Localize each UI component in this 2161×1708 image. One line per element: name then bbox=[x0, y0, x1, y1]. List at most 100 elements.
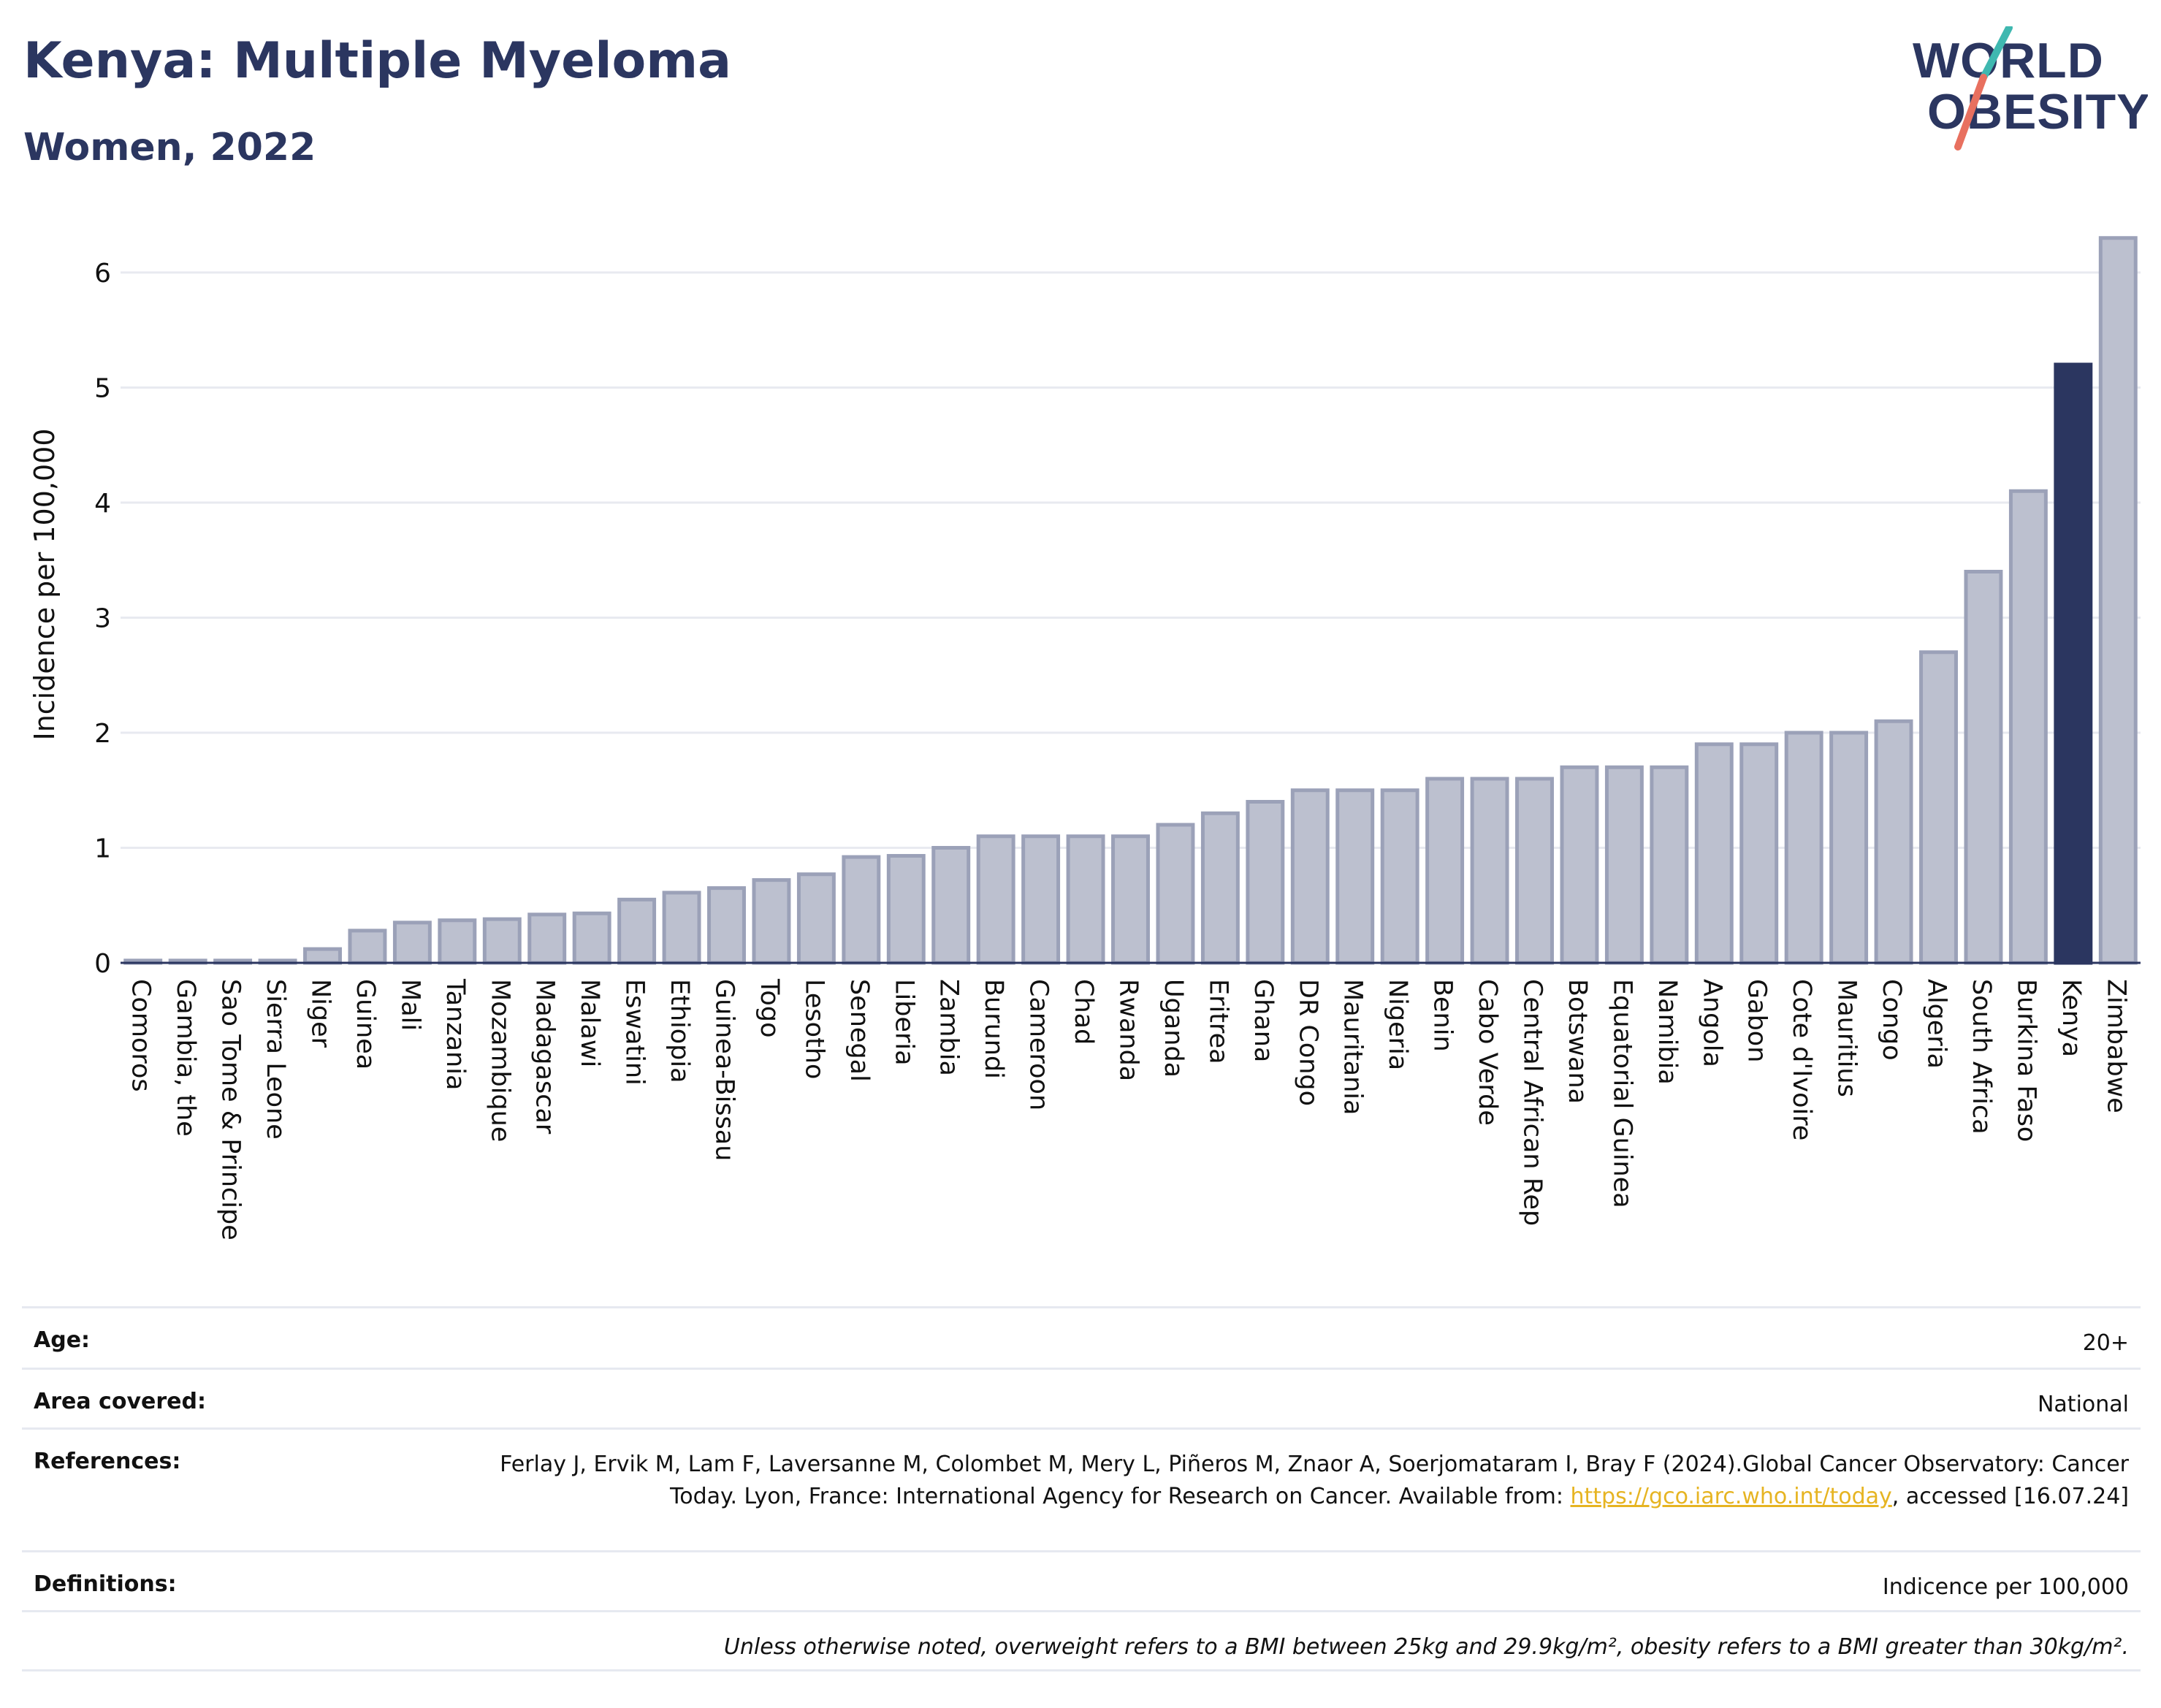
bar-burkina-faso bbox=[2008, 489, 2048, 965]
y-axis-label: Incidence per 100,000 bbox=[28, 428, 61, 740]
x-tick-label: Sao Tome & Principe bbox=[216, 979, 245, 1240]
bar-liberia bbox=[886, 854, 926, 965]
references-row: References: Ferlay J, Ervik M, Lam F, La… bbox=[22, 1427, 2141, 1550]
bar-mauritius bbox=[1829, 731, 1869, 965]
bar-burundi bbox=[976, 834, 1015, 965]
bar-madagascar bbox=[527, 912, 567, 965]
x-tick-label: Liberia bbox=[889, 979, 918, 1066]
bar-rwanda bbox=[1111, 834, 1150, 965]
x-tick-label: Benin bbox=[1428, 979, 1457, 1052]
x-tick-label: Madagascar bbox=[530, 979, 560, 1135]
x-tick-label: South Africa bbox=[1967, 979, 1996, 1135]
x-tick-label: Algeria bbox=[1922, 979, 1951, 1069]
x-tick-label: Sierra Leone bbox=[261, 979, 290, 1140]
references-accessed: , accessed [16.07.24] bbox=[1891, 1484, 2129, 1509]
bar-guinea bbox=[348, 929, 387, 965]
bar-namibia bbox=[1650, 765, 1689, 965]
x-tick-label: Burundi bbox=[979, 979, 1008, 1079]
y-tick-label: 6 bbox=[94, 259, 111, 289]
y-tick-labels: 0 1 2 3 4 5 6 bbox=[94, 259, 111, 979]
x-tick-label: Mauritius bbox=[1832, 979, 1861, 1097]
bar-algeria bbox=[1919, 650, 1958, 965]
bar-ghana bbox=[1246, 800, 1285, 965]
x-tick-label: Zambia bbox=[934, 979, 964, 1076]
info-table: Age: 20+ Area covered: National Referenc… bbox=[22, 1306, 2141, 1671]
x-tick-label: Togo bbox=[755, 978, 784, 1037]
y-tick-label: 0 bbox=[94, 949, 111, 979]
x-tick-label: Burkina Faso bbox=[2011, 979, 2040, 1142]
bar-cote-d-ivoire bbox=[1784, 731, 1823, 965]
y-tick-label: 2 bbox=[94, 719, 111, 749]
bar-malawi bbox=[572, 911, 611, 965]
bar-gabon bbox=[1739, 742, 1779, 965]
bar-ethiopia bbox=[662, 891, 701, 965]
x-tick-label: Senegal bbox=[845, 979, 874, 1082]
x-tick-label: Cameroon bbox=[1024, 979, 1053, 1110]
bar-angola bbox=[1694, 742, 1734, 965]
x-tick-label: Gabon bbox=[1742, 979, 1772, 1062]
world-obesity-logo: WORLD OBESITY bbox=[1913, 26, 2148, 150]
bar-chart: 0 1 2 3 4 5 6 Comoros Gambia, the Sao Tome & Pri… bbox=[28, 236, 2141, 1240]
y-tick-label: 3 bbox=[94, 604, 111, 634]
bar-tanzania bbox=[438, 918, 477, 965]
bmi-note: Unless otherwise noted, overweight refer… bbox=[723, 1634, 2129, 1660]
x-tick-label: Angola bbox=[1697, 979, 1726, 1067]
logo-line1: WORLD bbox=[1913, 33, 2104, 88]
x-tick-label: Mauritania bbox=[1338, 979, 1368, 1115]
bar-niger bbox=[303, 947, 342, 965]
x-tick-label: Comoros bbox=[126, 979, 156, 1092]
x-tick-label: Guinea-Bissau bbox=[710, 979, 739, 1161]
x-tick-label: Lesotho bbox=[799, 979, 828, 1079]
references-link[interactable]: https://gco.iarc.who.int/today bbox=[1570, 1484, 1892, 1509]
bar-nigeria bbox=[1380, 788, 1419, 965]
x-tick-label: Ethiopia bbox=[665, 979, 694, 1083]
x-tick-label: Botswana bbox=[1563, 979, 1592, 1104]
bar-equatorial-guinea bbox=[1604, 765, 1644, 965]
x-tick-label: Uganda bbox=[1159, 979, 1188, 1078]
x-tick-label: Equatorial Guinea bbox=[1607, 979, 1636, 1208]
bar-togo bbox=[752, 878, 791, 965]
bar-south-africa bbox=[1964, 570, 2003, 965]
x-tick-label: Mozambique bbox=[485, 979, 514, 1142]
x-tick-label: Mali bbox=[395, 979, 424, 1031]
references-label: References: bbox=[34, 1449, 181, 1474]
age-label: Age: bbox=[34, 1327, 91, 1353]
bar-central-african-rep bbox=[1515, 777, 1554, 965]
x-tick-label: Congo bbox=[1877, 979, 1906, 1061]
x-tick-label: Central African Rep bbox=[1518, 979, 1547, 1226]
x-tick-labels: Comoros Gambia, the Sao Tome & Principe Sie… bbox=[126, 978, 2131, 1240]
definitions-label: Definitions: bbox=[34, 1571, 177, 1597]
bar-eswatini bbox=[617, 897, 657, 965]
bar-guinea-bissau bbox=[707, 886, 746, 965]
area-value: National bbox=[2037, 1392, 2129, 1417]
x-tick-label: Eswatini bbox=[620, 979, 649, 1086]
bar-cabo-verde bbox=[1470, 777, 1509, 965]
x-tick-label: DR Congo bbox=[1293, 979, 1322, 1106]
page-title: Kenya: Multiple Myeloma bbox=[23, 32, 731, 90]
x-tick-label: Gambia, the bbox=[171, 979, 200, 1137]
y-tick-label: 4 bbox=[94, 489, 111, 519]
bar-chad bbox=[1066, 834, 1105, 965]
bar-uganda bbox=[1156, 823, 1195, 965]
definitions-row: Definitions: Indicence per 100,000 bbox=[22, 1550, 2141, 1610]
bar-benin bbox=[1425, 777, 1465, 965]
x-tick-label: Nigeria bbox=[1383, 979, 1412, 1070]
x-tick-label: Namibia bbox=[1653, 979, 1682, 1085]
bar-congo bbox=[1874, 719, 1913, 965]
x-tick-label: Chad bbox=[1069, 979, 1098, 1045]
bar-senegal bbox=[842, 855, 881, 965]
bars bbox=[123, 236, 2138, 965]
references-text: Ferlay J, Ervik M, Lam F, Laversanne M, … bbox=[500, 1452, 2129, 1509]
x-tick-label: Niger bbox=[306, 979, 335, 1048]
definitions-value: Indicence per 100,000 bbox=[1882, 1574, 2129, 1600]
bar-kenya bbox=[2054, 362, 2093, 965]
note-row: Unless otherwise noted, overweight refer… bbox=[22, 1610, 2141, 1671]
page-subtitle: Women, 2022 bbox=[23, 126, 316, 169]
bar-botswana bbox=[1560, 765, 1599, 965]
area-row: Area covered: National bbox=[22, 1368, 2141, 1427]
y-tick-label: 1 bbox=[94, 834, 111, 864]
x-tick-label: Guinea bbox=[351, 979, 380, 1070]
x-tick-label: Zimbabwe bbox=[2101, 979, 2130, 1113]
bar-mauritania bbox=[1335, 788, 1375, 965]
x-tick-label: Cabo Verde bbox=[1473, 979, 1502, 1126]
